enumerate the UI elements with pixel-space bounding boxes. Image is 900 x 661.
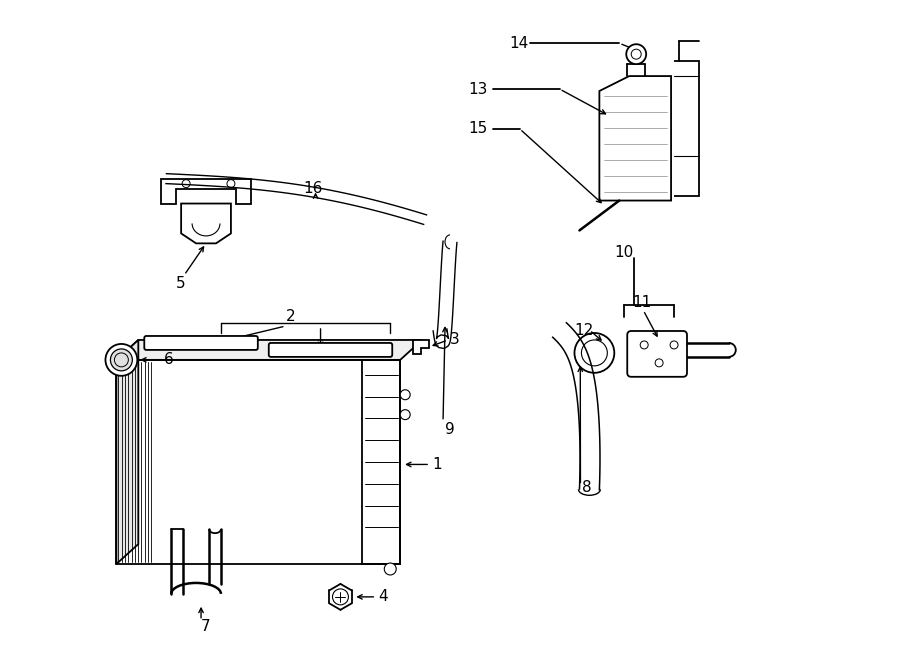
Circle shape	[400, 410, 410, 420]
Circle shape	[384, 563, 396, 575]
Text: 11: 11	[632, 295, 652, 309]
Text: 8: 8	[582, 480, 592, 495]
Polygon shape	[116, 340, 422, 360]
Text: 3: 3	[450, 332, 460, 348]
Text: 6: 6	[164, 352, 174, 368]
Polygon shape	[161, 178, 251, 204]
Polygon shape	[116, 340, 139, 564]
Text: 7: 7	[201, 619, 211, 635]
Text: 2: 2	[285, 309, 295, 324]
FancyBboxPatch shape	[269, 343, 392, 357]
Text: 9: 9	[445, 422, 455, 437]
FancyBboxPatch shape	[627, 331, 687, 377]
Text: 14: 14	[509, 36, 529, 51]
Text: 1: 1	[432, 457, 442, 472]
Text: 16: 16	[303, 181, 323, 196]
Circle shape	[111, 349, 132, 371]
Text: 4: 4	[378, 590, 388, 604]
Circle shape	[400, 390, 410, 400]
Circle shape	[626, 44, 646, 64]
Text: 12: 12	[574, 323, 594, 338]
Text: 13: 13	[468, 81, 487, 97]
Text: 10: 10	[615, 245, 634, 260]
Text: 15: 15	[468, 122, 487, 136]
Polygon shape	[116, 360, 400, 564]
Circle shape	[105, 344, 138, 376]
Text: 5: 5	[176, 276, 185, 291]
Polygon shape	[181, 204, 231, 243]
FancyBboxPatch shape	[144, 336, 257, 350]
Polygon shape	[599, 76, 671, 200]
Polygon shape	[413, 340, 429, 354]
